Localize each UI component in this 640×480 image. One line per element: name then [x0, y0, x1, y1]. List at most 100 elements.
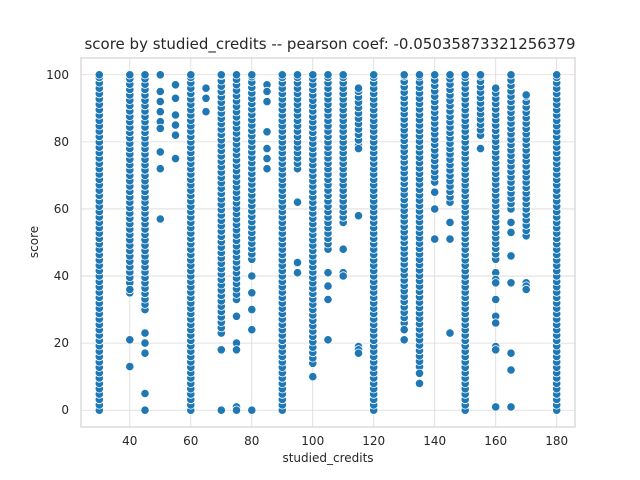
- data-point: [262, 86, 272, 97]
- data-point: [353, 83, 364, 93]
- data-point: [323, 335, 333, 345]
- data-point: [155, 70, 165, 80]
- data-point: [414, 368, 425, 378]
- data-point: [125, 335, 135, 345]
- data-points: [94, 70, 562, 415]
- data-point: [491, 402, 501, 412]
- data-point: [216, 405, 226, 415]
- data-point: [140, 405, 150, 415]
- y-tick-label: 0: [61, 403, 69, 417]
- data-point: [155, 107, 165, 117]
- x-tick-label: 140: [423, 434, 446, 448]
- data-point: [262, 127, 272, 137]
- data-point: [491, 83, 501, 93]
- data-point: [552, 70, 562, 80]
- data-point: [292, 257, 303, 268]
- data-point: [308, 372, 318, 382]
- data-point: [262, 164, 272, 174]
- x-tick-label: 160: [484, 434, 507, 448]
- y-tick-label: 80: [54, 135, 69, 149]
- data-point: [414, 70, 425, 80]
- data-point: [155, 86, 165, 97]
- data-point: [506, 217, 516, 227]
- data-point: [323, 281, 333, 291]
- data-point: [338, 271, 348, 281]
- data-point: [170, 110, 181, 120]
- data-point: [140, 388, 150, 399]
- data-point: [231, 345, 242, 355]
- data-point: [506, 278, 516, 288]
- data-point: [201, 83, 211, 93]
- data-point: [399, 335, 409, 345]
- data-point: [430, 234, 440, 244]
- x-tick-label: 180: [545, 434, 568, 448]
- data-point: [155, 97, 165, 107]
- chart-title: score by studied_credits -- pearson coef…: [84, 35, 575, 54]
- data-point: [430, 204, 440, 214]
- data-point: [125, 284, 135, 295]
- y-tick-label: 20: [54, 336, 69, 350]
- data-point: [216, 70, 226, 80]
- x-tick-label: 60: [183, 434, 198, 448]
- x-tick-label: 80: [244, 434, 259, 448]
- data-point: [247, 405, 257, 415]
- data-point: [445, 70, 455, 80]
- data-point: [155, 123, 165, 133]
- data-point: [247, 325, 257, 335]
- data-point: [262, 154, 272, 164]
- data-point: [155, 147, 165, 157]
- data-point: [445, 217, 455, 227]
- y-tick-label: 100: [46, 68, 69, 82]
- data-point: [170, 93, 181, 103]
- data-point: [475, 70, 486, 80]
- x-tick-label: 120: [362, 434, 385, 448]
- data-point: [170, 154, 181, 164]
- y-tick-label: 60: [54, 202, 69, 216]
- data-point: [506, 251, 516, 261]
- data-point: [506, 365, 516, 375]
- x-axis-label: studied_credits: [282, 451, 373, 465]
- data-point: [247, 288, 257, 298]
- data-point: [369, 70, 379, 80]
- data-point: [506, 402, 516, 412]
- data-point: [170, 130, 181, 140]
- data-point: [491, 318, 501, 328]
- data-point: [94, 70, 104, 80]
- data-point: [506, 70, 516, 80]
- data-point: [170, 80, 181, 90]
- data-point: [201, 107, 211, 117]
- data-point: [140, 70, 150, 80]
- data-point: [308, 70, 318, 80]
- data-point: [521, 90, 531, 100]
- data-point: [353, 144, 364, 154]
- data-point: [323, 268, 333, 278]
- data-point: [125, 70, 135, 80]
- data-point: [399, 70, 409, 80]
- y-axis-label: score: [27, 226, 41, 258]
- data-point: [414, 378, 425, 388]
- data-point: [353, 348, 364, 358]
- data-point: [445, 234, 455, 244]
- data-point: [186, 70, 196, 80]
- data-point: [338, 244, 348, 254]
- data-point: [231, 70, 242, 80]
- x-tick-label: 40: [122, 434, 137, 448]
- data-point: [430, 187, 440, 197]
- data-point: [292, 70, 303, 80]
- data-point: [323, 70, 333, 80]
- data-point: [506, 348, 516, 358]
- data-point: [201, 93, 211, 103]
- data-point: [262, 144, 272, 154]
- data-point: [140, 348, 150, 358]
- data-point: [353, 211, 364, 221]
- data-point: [430, 70, 440, 80]
- data-point: [247, 304, 257, 315]
- data-point: [155, 214, 165, 224]
- data-point: [292, 268, 303, 278]
- data-point: [247, 70, 257, 80]
- data-point: [231, 311, 242, 321]
- data-point: [155, 164, 165, 174]
- x-tick-label: 100: [301, 434, 324, 448]
- data-point: [338, 70, 348, 80]
